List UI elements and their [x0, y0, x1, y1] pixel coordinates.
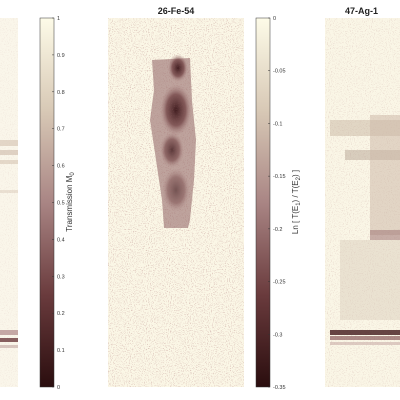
middle-colorbar-tick-label: -0.05	[273, 69, 286, 75]
left-colorbar-tick-label: 0.7	[57, 127, 65, 133]
right-panel-title: 47-Ag-1	[345, 6, 378, 16]
left-colorbar-tick-label: 0	[57, 385, 60, 391]
left-colorbar: 0 0.1 0.2 0.3 0.4 0.5 0.6 0.7 0.8 0.9 1 Transmissi…	[39, 16, 76, 391]
middle-image	[108, 18, 244, 387]
middle-colorbar-ticks: 0 -0.05 -0.1 -0.15 -0.2 -0.25 -0.3 -0.35	[268, 16, 286, 391]
middle-colorbar-tick-label: -0.25	[273, 280, 286, 286]
middle-colorbar: 0 -0.05 -0.1 -0.15 -0.2 -0.25 -0.3 -0.35 Ln [ T…	[255, 16, 302, 391]
middle-panel-title: 26-Fe-54	[158, 6, 195, 16]
middle-colorbar-tick-label: -0.1	[273, 121, 282, 127]
left-colorbar-label: Transmission M0	[65, 172, 76, 232]
left-colorbar-tick-label: 0.2	[57, 311, 65, 317]
middle-colorbar-tick-label: 0	[273, 16, 276, 22]
middle-colorbar-label: Ln [ T(E1) / T(E2) ]	[291, 170, 302, 234]
middle-colorbar-tick-label: -0.15	[273, 174, 286, 180]
left-colorbar-tick-label: 1	[57, 16, 60, 22]
middle-colorbar-tick-label: -0.35	[273, 385, 286, 391]
right-image	[325, 18, 400, 387]
left-image	[0, 18, 18, 387]
left-colorbar-tick-label: 0.3	[57, 274, 65, 280]
left-colorbar-tick-label: 0.6	[57, 164, 65, 170]
left-colorbar-gradient	[39, 17, 55, 388]
middle-colorbar-tick-label: -0.3	[273, 332, 282, 338]
left-colorbar-tick-label: 0.8	[57, 90, 65, 96]
middle-colorbar-tick-label: -0.2	[273, 227, 282, 233]
left-colorbar-tick-label: 0.5	[57, 201, 65, 207]
left-colorbar-tick-label: 0.1	[57, 348, 65, 354]
middle-colorbar-gradient	[255, 17, 271, 388]
left-colorbar-tick-label: 0.4	[57, 237, 65, 243]
left-colorbar-ticks: 0 0.1 0.2 0.3 0.4 0.5 0.6 0.7 0.8 0.9 1	[52, 16, 65, 391]
left-colorbar-tick-label: 0.9	[57, 53, 65, 59]
